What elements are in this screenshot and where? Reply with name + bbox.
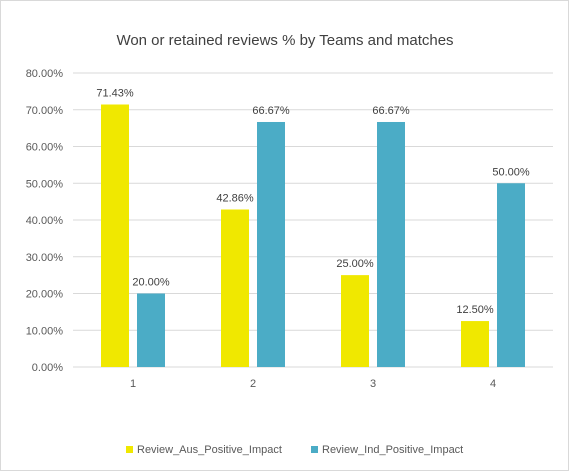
y-tick-label: 40.00% <box>26 215 64 227</box>
y-tick-label: 80.00% <box>26 68 64 80</box>
data-label: 71.43% <box>96 87 134 99</box>
legend-label: Review_Ind_Positive_Impact <box>322 444 463 456</box>
y-tick-label: 70.00% <box>26 105 64 117</box>
x-tick-label: 3 <box>370 378 376 390</box>
legend-swatch <box>311 446 318 453</box>
y-tick-label: 60.00% <box>26 142 64 154</box>
bar-review-ind-positive-impact-2 <box>257 121 285 367</box>
bar-review-aus-positive-impact-3 <box>341 275 369 367</box>
data-label: 66.67% <box>372 105 410 117</box>
x-tick-label: 1 <box>130 378 136 390</box>
legend-swatch <box>126 446 133 453</box>
data-label: 50.00% <box>492 166 530 178</box>
y-tick-label: 0.00% <box>32 362 63 374</box>
x-tick-label: 2 <box>250 378 256 390</box>
y-tick-label: 50.00% <box>26 178 64 190</box>
x-tick-label: 4 <box>490 378 496 390</box>
data-label: 12.50% <box>456 304 494 316</box>
legend-label: Review_Aus_Positive_Impact <box>137 444 282 456</box>
y-tick-label: 10.00% <box>26 325 64 337</box>
y-tick-label: 30.00% <box>26 252 64 264</box>
bar-review-aus-positive-impact-4 <box>461 321 489 367</box>
bar-review-aus-positive-impact-1 <box>101 104 129 367</box>
data-label: 42.86% <box>216 192 254 204</box>
data-label: 66.67% <box>252 105 290 117</box>
bar-review-aus-positive-impact-2 <box>221 209 249 367</box>
data-label: 20.00% <box>132 277 170 289</box>
bar-review-ind-positive-impact-3 <box>377 121 405 367</box>
bars <box>101 104 525 367</box>
bar-review-ind-positive-impact-4 <box>497 183 525 367</box>
data-label: 25.00% <box>336 258 374 270</box>
data-labels: 71.43% 20.00% 42.86% 66.67% 25.00% 66.67% 12.5… <box>96 87 530 316</box>
y-axis-ticks: 0.00% 10.00% 20.00% 30.00% 40.00% 50.00% 60.00… <box>26 68 64 374</box>
x-axis-ticks: 1 2 3 4 <box>130 378 496 390</box>
chart-title: Won or retained reviews % by Teams and m… <box>116 32 453 49</box>
y-tick-label: 20.00% <box>26 289 64 301</box>
legend: Review_Aus_Positive_Impact Review_Ind_Pos… <box>126 444 463 456</box>
bar-review-ind-positive-impact-1 <box>137 293 165 367</box>
